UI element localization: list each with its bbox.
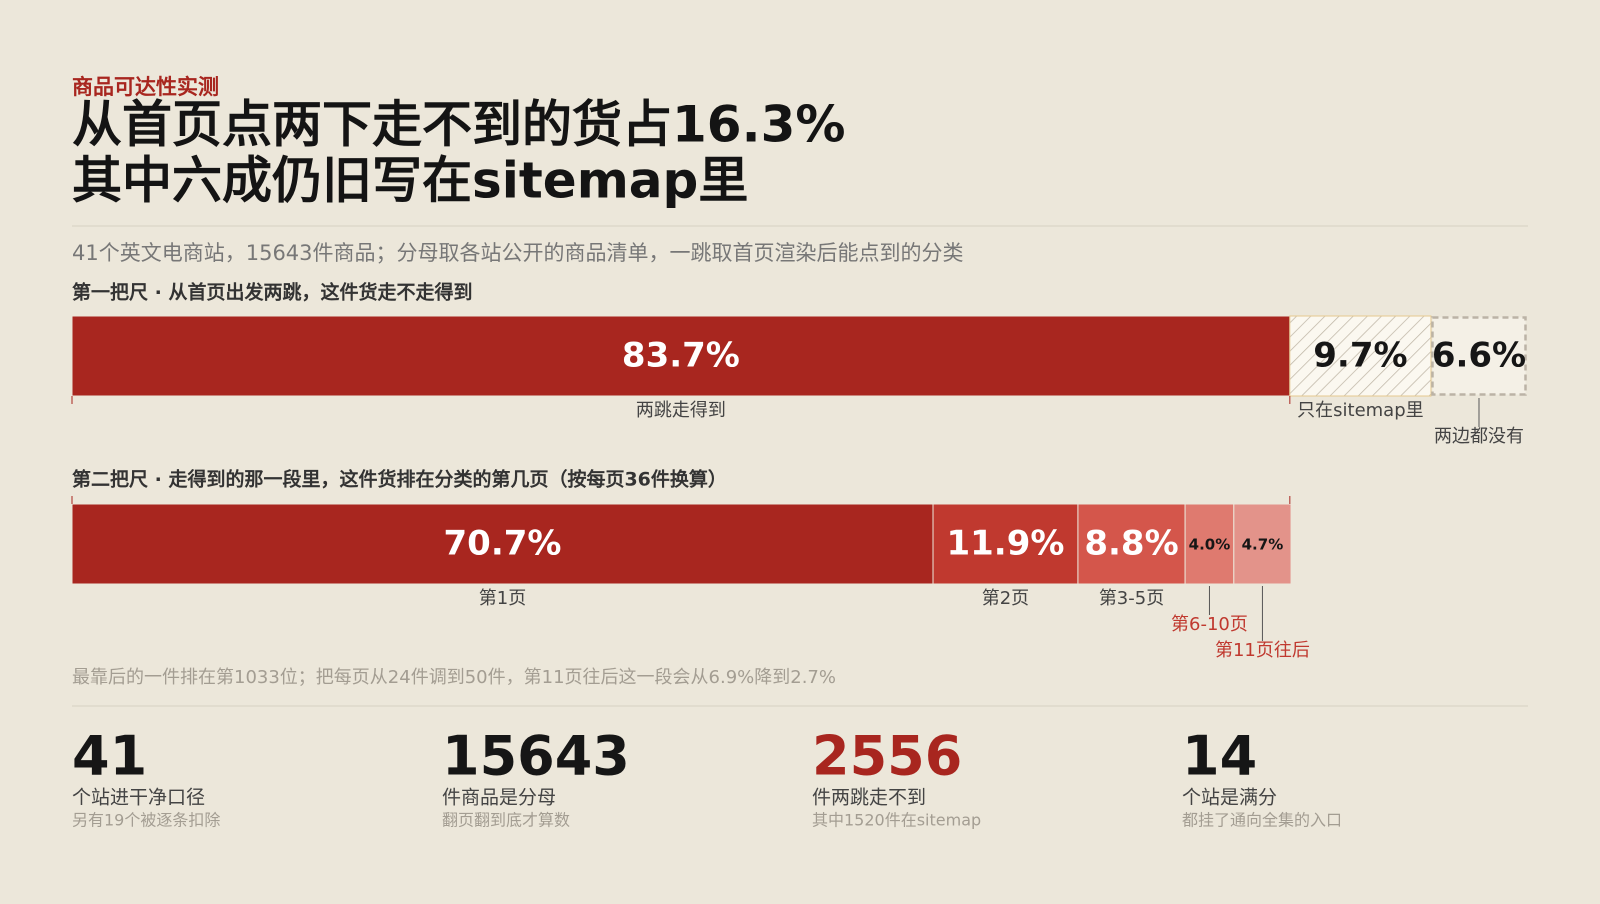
value-label: 8.8% (1084, 524, 1178, 564)
bar-segment (1431, 316, 1527, 396)
kicker: 商品可达性实测 (72, 75, 219, 99)
chart-title: 第二把尺 · 走得到的那一段里，这件货排在分类的第几页（按每页36件换算） (72, 468, 727, 491)
segment-label: 第1页 (479, 588, 526, 609)
stat-value: 41 (72, 725, 147, 788)
segment-label: 两跳走得到 (636, 400, 726, 421)
value-label: 4.7% (1242, 536, 1284, 554)
value-label: 9.7% (1313, 336, 1407, 376)
stat-label: 件商品是分母 (442, 787, 556, 809)
note: 最靠后的一件排在第1033位；把每页从24件调到50件，第11页往后这一段会从6… (72, 667, 836, 688)
segment-label: 第3-5页 (1099, 588, 1164, 609)
stat-value: 15643 (442, 725, 630, 788)
segment-label: 只在sitemap里 (1297, 400, 1424, 421)
bar-segment (1289, 315, 1432, 397)
value-label: 70.7% (444, 524, 562, 564)
stat-label: 个站进干净口径 (72, 787, 205, 809)
bar-segment (932, 503, 1079, 585)
subtitle: 41个英文电商站，15643件商品；分母取各站公开的商品清单，一跳取首页渲染后能… (72, 241, 964, 265)
stat-label: 件两跳走不到 (812, 787, 926, 809)
title-line: 从首页点两下走不到的货占16.3% (72, 96, 845, 154)
chart-title: 第一把尺 · 从首页出发两跳，这件货走不走得到 (72, 281, 472, 304)
bar-segment (1233, 503, 1292, 585)
stat-value: 2556 (812, 725, 962, 788)
value-label: 4.0% (1189, 536, 1231, 554)
segment-label: 第2页 (982, 588, 1029, 609)
stat-label: 个站是满分 (1182, 787, 1277, 809)
stat-sub: 另有19个被逐条扣除 (72, 811, 220, 830)
title-line: 其中六成仍旧写在sitemap里 (72, 152, 748, 210)
value-label: 6.6% (1432, 336, 1526, 376)
stat-sub: 其中1520件在sitemap (812, 811, 981, 830)
segment-label: 两边都没有 (1434, 426, 1524, 447)
value-label: 11.9% (946, 524, 1064, 564)
stat-sub: 翻页翻到底才算数 (442, 811, 570, 830)
segment-label: 第11页往后 (1215, 640, 1310, 661)
bar-segment (71, 315, 1291, 397)
stat-sub: 都挂了通向全集的入口 (1182, 811, 1342, 830)
segment-label: 第6-10页 (1171, 614, 1248, 635)
stat-value: 14 (1182, 725, 1257, 788)
value-label: 83.7% (622, 336, 740, 376)
